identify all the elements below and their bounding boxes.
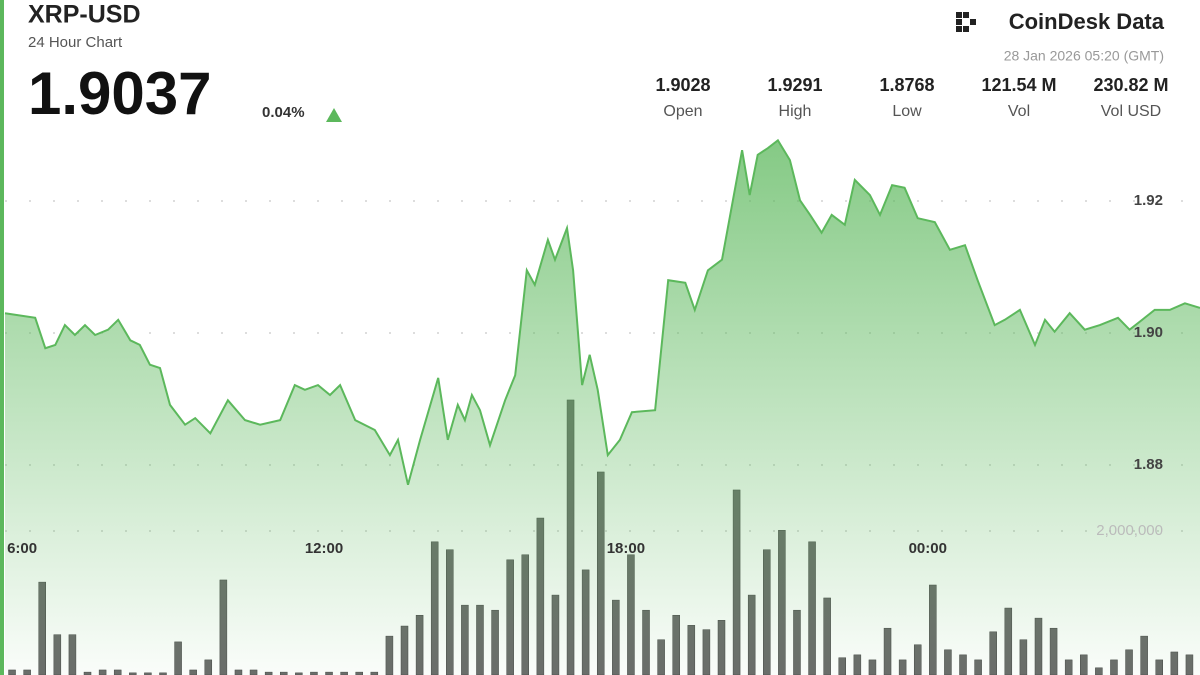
x-tick-label: 6:00 <box>7 540 37 557</box>
stat-value: 1.8768 <box>879 75 934 95</box>
left-border <box>0 0 4 675</box>
stat-label: Vol <box>1008 103 1030 120</box>
stat-label: High <box>779 103 812 120</box>
timestamp: 28 Jan 2026 05:20 (GMT) <box>1004 48 1164 64</box>
stat-label: Vol USD <box>1101 103 1161 120</box>
price-line <box>4 138 1200 486</box>
brand: CoinDesk Data <box>1009 9 1165 34</box>
title: XRP-USD <box>28 1 141 29</box>
stat-value: 121.54 M <box>981 75 1056 95</box>
y-tick-label: 1.90 <box>1134 324 1163 341</box>
stat-label: Low <box>892 103 922 120</box>
price-area <box>5 140 1200 675</box>
y-tick-label: 1.92 <box>1134 192 1163 209</box>
x-tick-label: 00:00 <box>909 540 947 557</box>
volume-tick-label: 2,000,000 <box>1096 522 1163 539</box>
x-tick-label: 18:00 <box>607 540 645 557</box>
x-tick-label: 12:00 <box>305 540 343 557</box>
brand-logo <box>956 12 976 32</box>
label-layer: XRP-USD 24 Hour Chart 1.9037 0.04% CoinD… <box>7 1 1168 557</box>
stat-label: Open <box>663 103 702 120</box>
stat-value: 1.9028 <box>655 75 710 95</box>
change: 0.04% <box>262 104 305 121</box>
subtitle: 24 Hour Chart <box>28 34 123 51</box>
stat-value: 1.9291 <box>767 75 822 95</box>
price-layer <box>4 138 1200 675</box>
stat-value: 230.82 M <box>1093 75 1168 95</box>
up-arrow <box>326 108 342 122</box>
price: 1.9037 <box>28 60 212 127</box>
y-tick-label: 1.88 <box>1134 456 1163 473</box>
